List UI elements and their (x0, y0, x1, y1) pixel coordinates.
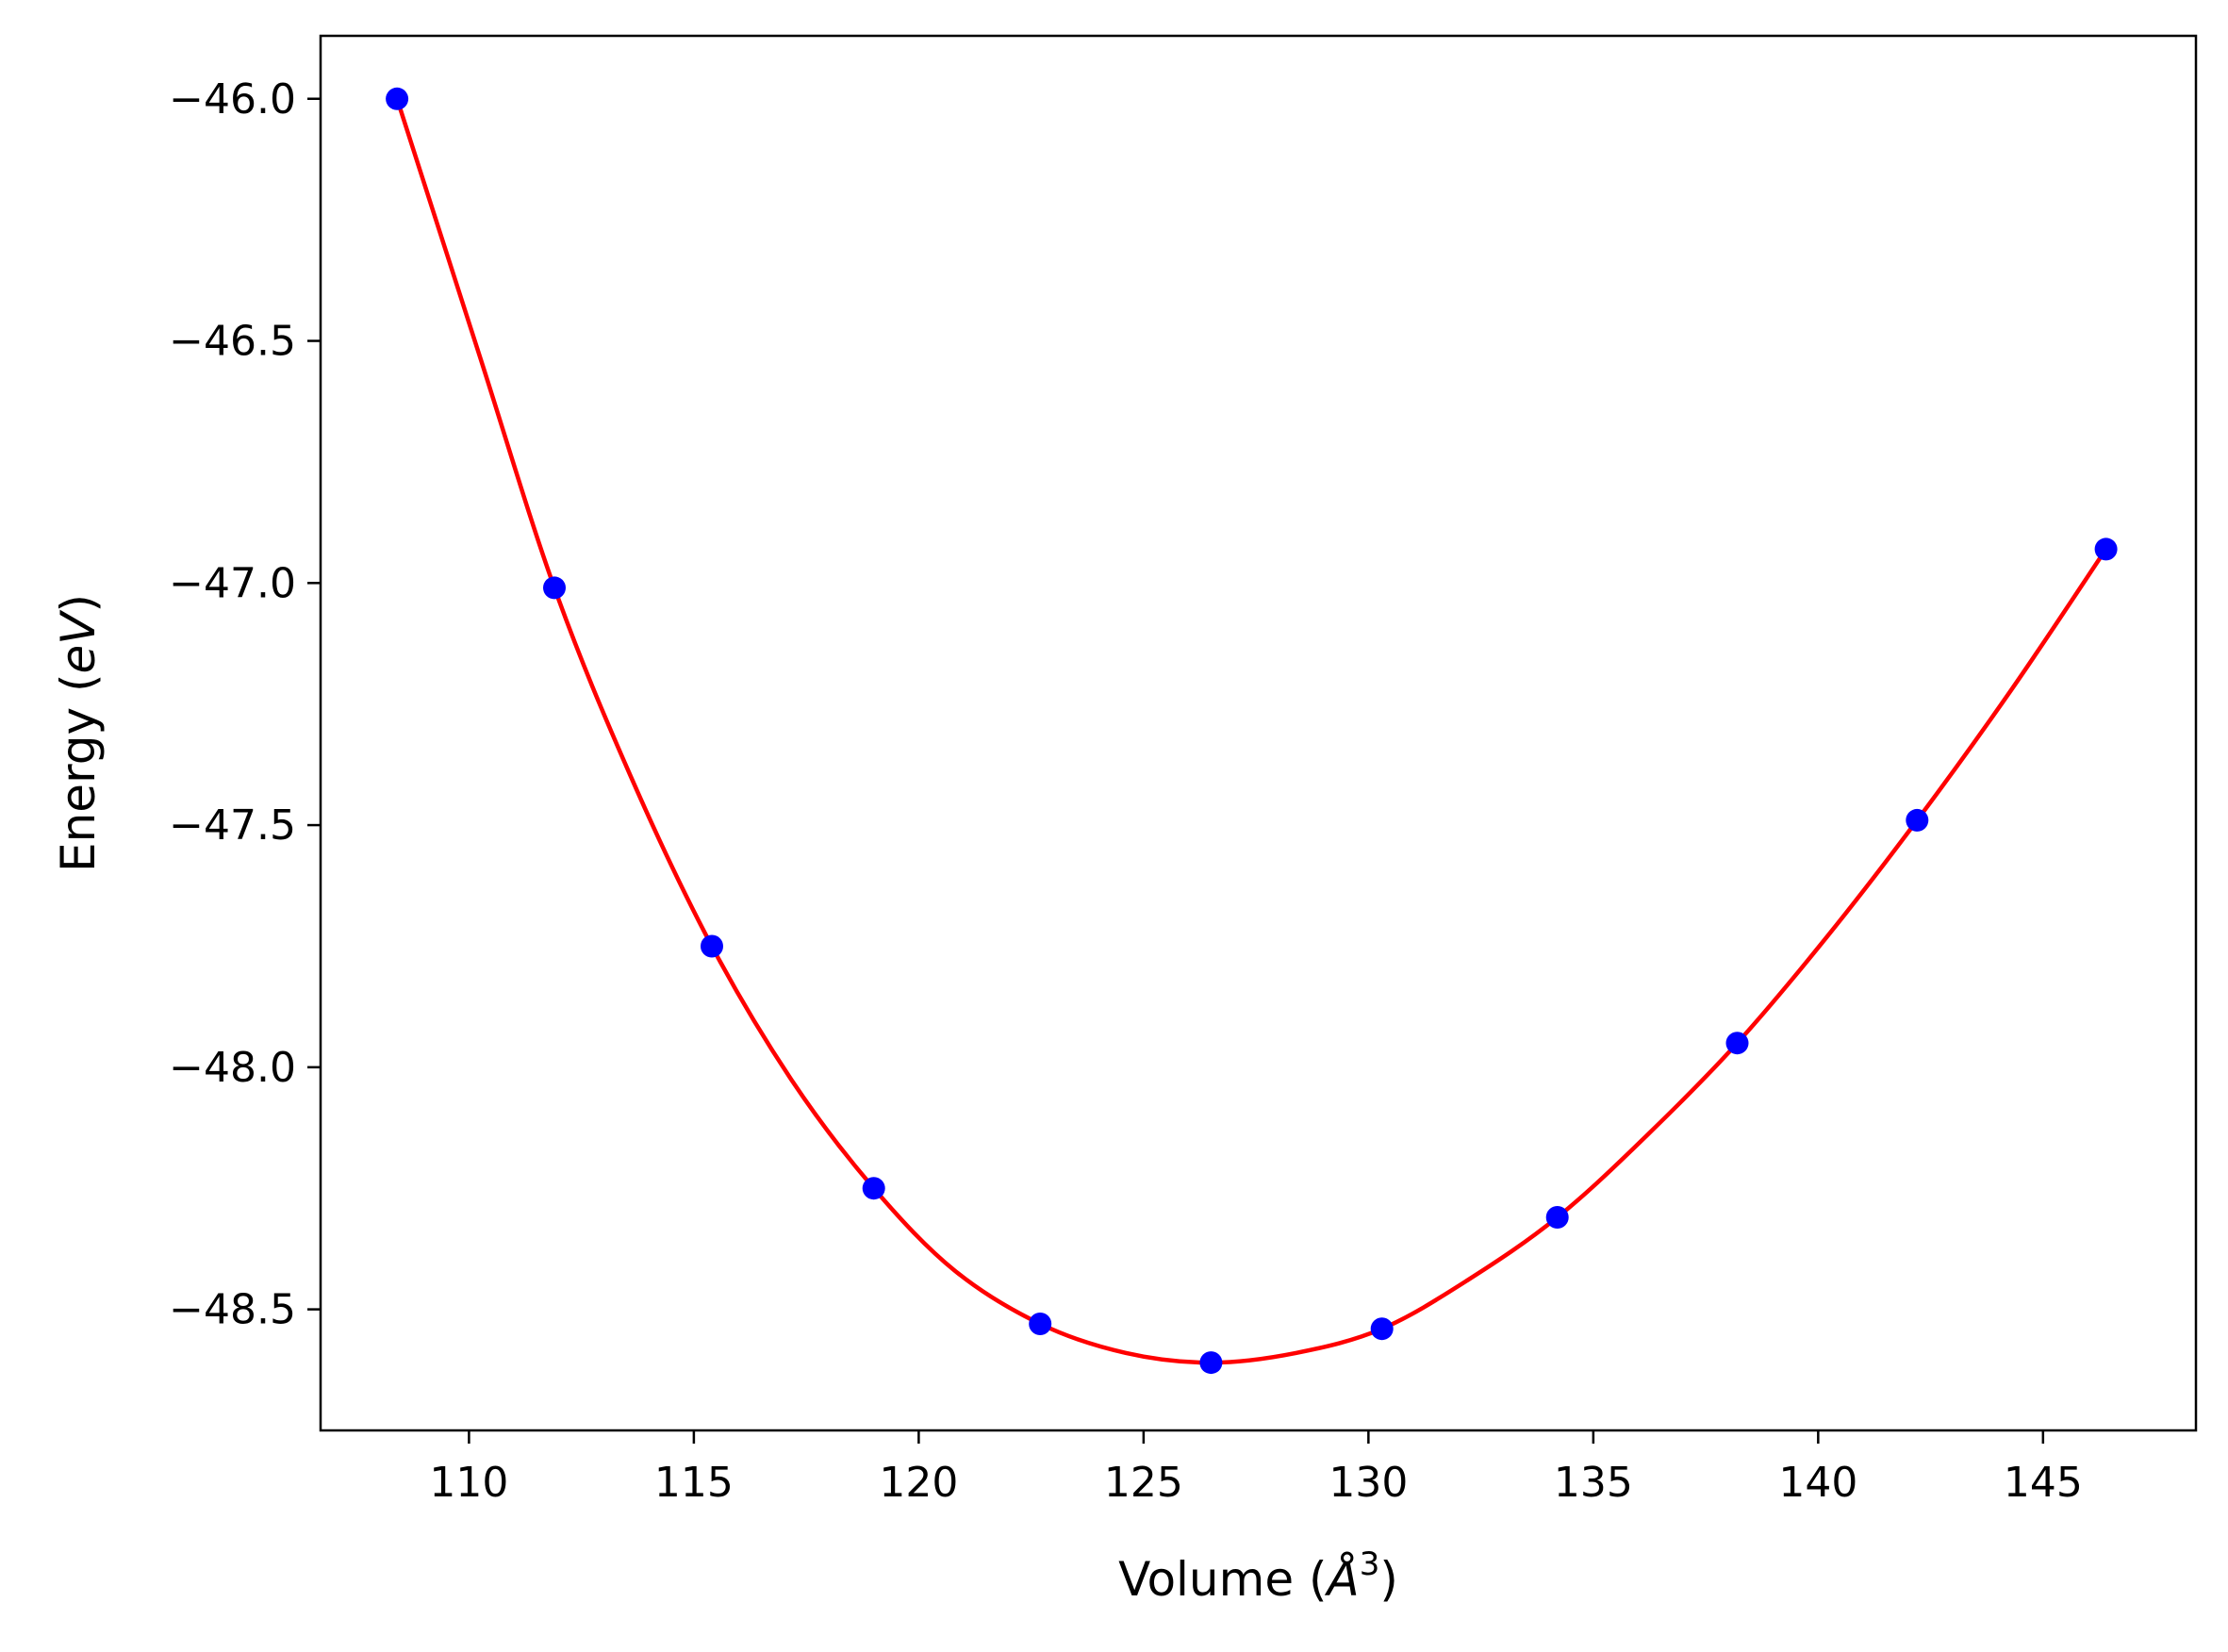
plot-frame (319, 34, 2198, 1432)
data-points-layer (386, 87, 2118, 1375)
x-axis-label-superscript: 3 (1360, 1545, 1380, 1583)
y-tick-label: −46.0 (169, 75, 296, 124)
data-point (2094, 537, 2118, 561)
fit-curve-layer (394, 98, 2108, 1365)
data-point (1545, 1206, 1569, 1229)
x-tick-label: 140 (1778, 1459, 1857, 1507)
y-tick-label: −47.5 (169, 801, 296, 850)
y-axis-ticks: −46.0 −46.5 −47.0 −47.5 −48.0 −48.5 (169, 75, 321, 1334)
x-tick-label: 115 (654, 1459, 734, 1507)
x-tick-label: 120 (879, 1459, 958, 1507)
y-tick-label: −47.0 (169, 559, 296, 607)
x-axis-label-symbol: Å (1325, 1552, 1360, 1607)
x-tick-label: 135 (1554, 1459, 1633, 1507)
y-axis-label: Energy (eV) (51, 594, 106, 872)
data-point (1906, 808, 1929, 832)
data-point (386, 87, 409, 110)
x-axis-label-prefix: Volume ( (1118, 1552, 1327, 1607)
y-tick-label: −48.5 (169, 1286, 296, 1334)
data-point (1199, 1351, 1223, 1375)
x-tick-label: 130 (1329, 1459, 1408, 1507)
x-axis-label: Volume (Å3) (1118, 1545, 1398, 1607)
data-point (701, 934, 723, 958)
x-tick-label: 145 (2004, 1459, 2083, 1507)
x-tick-label: 110 (429, 1459, 508, 1507)
fit-curve (394, 98, 2108, 1365)
data-point (862, 1177, 885, 1200)
y-tick-label: −46.5 (169, 318, 296, 366)
y-axis-label-unit: eV (51, 609, 106, 674)
data-point (1725, 1032, 1749, 1055)
data-point (1370, 1317, 1394, 1341)
data-point (1029, 1313, 1052, 1335)
y-tick-label: −48.0 (169, 1044, 296, 1092)
x-axis-ticks: 110 115 120 125 130 135 140 145 (429, 1430, 2083, 1507)
x-axis-label-suffix: ) (1379, 1552, 1398, 1607)
y-axis-label-suffix: ) (51, 594, 106, 613)
x-tick-label: 125 (1104, 1459, 1183, 1507)
y-axis-label-prefix: Energy ( (51, 674, 106, 872)
data-point (543, 576, 566, 600)
